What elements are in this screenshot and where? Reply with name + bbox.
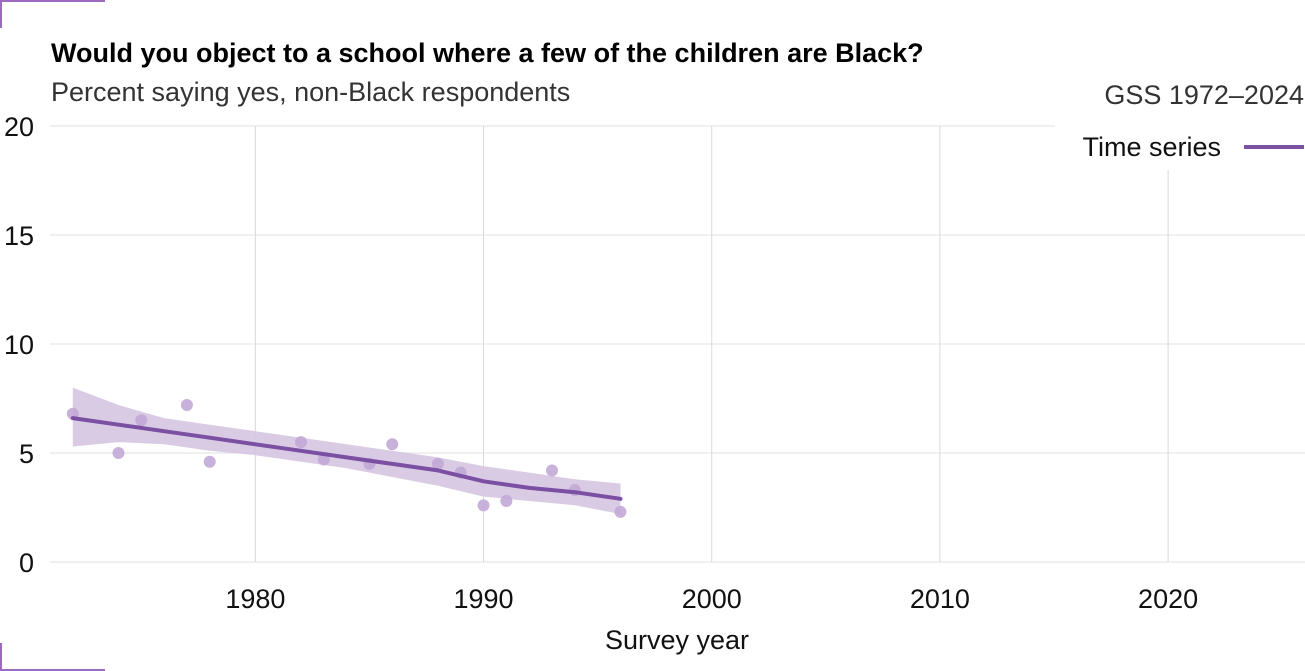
top-left-corner-mark: [0, 0, 105, 28]
y-tick-label: 5: [19, 439, 34, 469]
data-point: [112, 447, 125, 459]
x-tick-label: 2000: [682, 584, 742, 614]
data-point: [386, 438, 399, 451]
chart-title: Would you object to a school where a few…: [51, 38, 924, 68]
source-label: GSS 1972–2024: [1104, 80, 1304, 110]
data-point: [203, 455, 216, 468]
x-tick-label: 1990: [454, 584, 514, 614]
data-point: [431, 457, 444, 470]
y-tick-label: 10: [4, 330, 34, 360]
data-point: [135, 414, 148, 427]
trend-line: [70, 416, 623, 501]
bottom-left-corner-mark: [0, 643, 105, 671]
data-point: [295, 436, 307, 449]
confidence-band: [72, 387, 621, 514]
legend-background: [1055, 118, 1305, 170]
data-points: [66, 399, 627, 518]
data-point: [500, 494, 513, 507]
x-tick-label: 2010: [910, 584, 970, 614]
y-tick-label: 20: [4, 112, 34, 142]
data-point: [180, 399, 193, 412]
x-axis-title: Survey year: [605, 625, 749, 655]
confidence-band-layer: [72, 387, 621, 514]
y-tick-label: 15: [4, 221, 34, 251]
x-tick-label: 2020: [1138, 584, 1198, 614]
legend-label: Time series: [1082, 132, 1221, 162]
y-tick-label: 0: [19, 548, 34, 578]
x-axis-ticks: 1980 1990 2000 2010 2020: [225, 584, 1198, 614]
gridlines: [50, 125, 1305, 563]
trend-line-layer: [70, 416, 623, 501]
x-tick-label: 1980: [225, 584, 285, 614]
data-point: [477, 499, 490, 512]
chart-subtitle: Percent saying yes, non-Black respondent…: [51, 77, 570, 107]
data-point: [614, 505, 627, 518]
y-axis-ticks: 0 5 10 15 20: [4, 112, 34, 578]
data-point: [546, 464, 558, 477]
